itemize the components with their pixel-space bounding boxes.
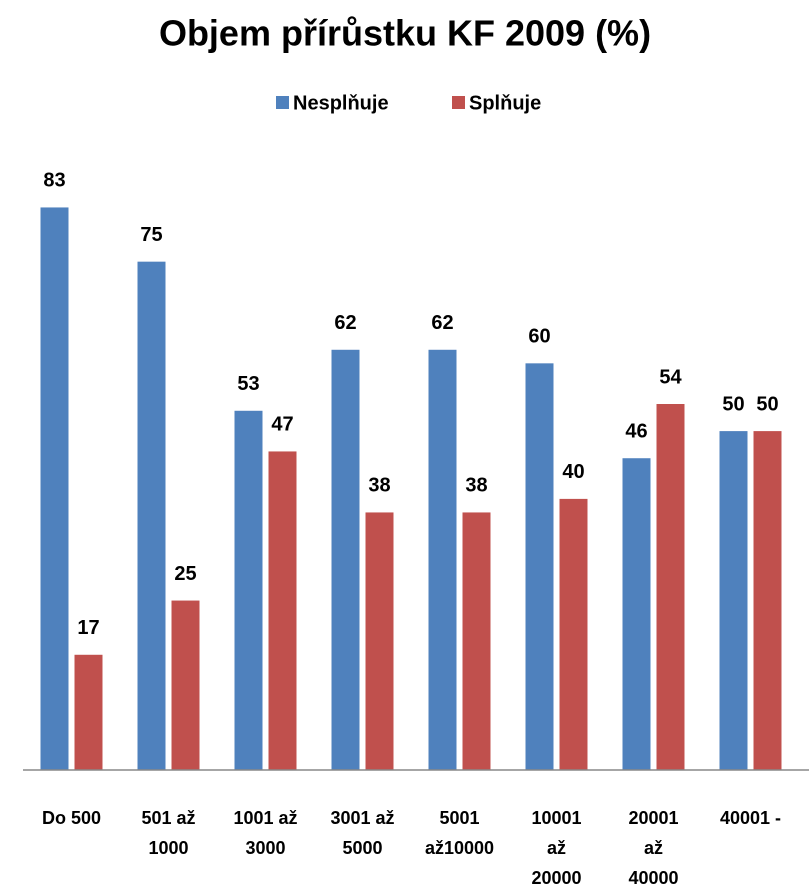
data-label: 54 <box>659 366 682 388</box>
bar <box>365 512 394 770</box>
bar <box>234 410 263 770</box>
bar <box>137 261 166 770</box>
bar <box>428 349 457 770</box>
legend-swatch <box>276 96 289 109</box>
data-label: 47 <box>271 414 293 436</box>
bar <box>331 349 360 770</box>
data-label: 50 <box>722 393 744 415</box>
bar <box>462 512 491 770</box>
bar <box>40 207 69 770</box>
x-tick-label: 1001 až 3000 <box>233 808 298 858</box>
legend-label: Splňuje <box>469 92 541 114</box>
data-label: 46 <box>625 421 647 443</box>
data-label: 60 <box>528 326 550 348</box>
data-label: 17 <box>77 617 99 639</box>
bar <box>74 654 103 770</box>
data-label: 75 <box>140 224 162 246</box>
chart-title: Objem přírůstku KF 2009 (%) <box>159 13 651 54</box>
bar <box>171 600 200 770</box>
data-label: 40 <box>562 461 584 483</box>
bar <box>525 363 554 770</box>
x-tick-label: 5001 až10000 <box>424 808 495 858</box>
data-label: 83 <box>43 170 65 192</box>
bar <box>559 498 588 770</box>
bar <box>622 458 651 770</box>
data-label: 38 <box>465 475 487 497</box>
x-tick-label: 3001 až 5000 <box>330 808 395 858</box>
data-label: 62 <box>334 312 356 334</box>
data-label: 25 <box>174 563 196 585</box>
x-tick-label: 501 až 1000 <box>141 808 196 858</box>
bar <box>753 431 782 770</box>
x-tick-label: 20001 až 40000 <box>628 808 679 888</box>
data-label: 38 <box>368 475 390 497</box>
legend-swatch <box>452 96 465 109</box>
bar <box>268 451 297 770</box>
bar <box>719 431 748 770</box>
x-tick-label: 10001 až 20000 <box>531 808 582 888</box>
bar <box>656 404 685 770</box>
legend-label: Nesplňuje <box>293 92 389 114</box>
data-label: 53 <box>237 373 259 395</box>
x-tick-label: Do 500 <box>41 808 102 828</box>
x-tick-label: 40001 - <box>719 808 782 828</box>
data-label: 50 <box>756 393 778 415</box>
data-label: 62 <box>431 312 453 334</box>
